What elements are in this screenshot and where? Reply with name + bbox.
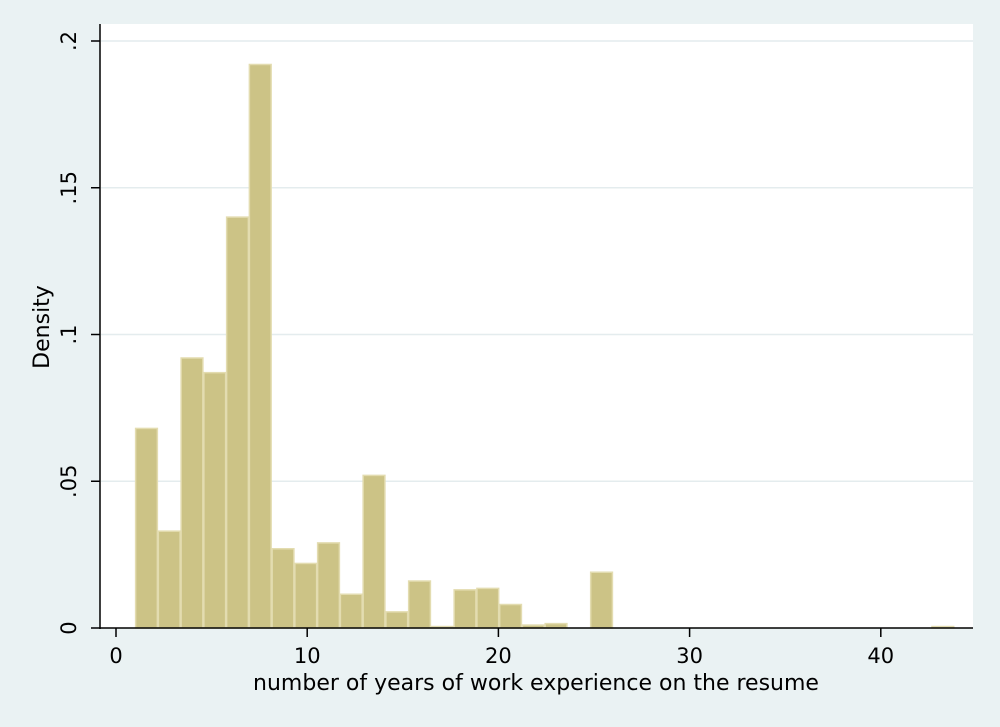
x-tick-label-1: 10 bbox=[294, 644, 321, 668]
histogram-bars bbox=[134, 63, 955, 629]
histogram-bar-8 bbox=[316, 542, 341, 629]
histogram-bar-15 bbox=[476, 587, 500, 629]
y-tick-label-4: .2 bbox=[57, 31, 81, 51]
histogram-bar-2 bbox=[180, 357, 204, 629]
y-tick-label-2: .1 bbox=[57, 324, 81, 344]
histogram-bar-10 bbox=[362, 474, 386, 629]
y-axis-ticks: 0 .05 .1 .15 .2 bbox=[57, 31, 100, 635]
x-tick-label-3: 30 bbox=[676, 644, 703, 668]
y-axis-title: Density bbox=[30, 285, 55, 369]
histogram-bar-0 bbox=[134, 427, 159, 629]
histogram-bar-4 bbox=[225, 216, 250, 629]
histogram-bar-5 bbox=[248, 63, 272, 629]
histogram-bar-3 bbox=[203, 371, 227, 629]
x-tick-label-0: 0 bbox=[109, 644, 122, 668]
histogram-bar-1 bbox=[157, 530, 181, 629]
histogram-bar-14 bbox=[453, 589, 477, 629]
x-axis-title: number of years of work experience on th… bbox=[253, 671, 819, 696]
histogram-bar-12 bbox=[407, 580, 432, 629]
histogram-bar-20 bbox=[589, 571, 614, 629]
y-tick-label-3: .15 bbox=[57, 171, 81, 204]
histogram-bar-7 bbox=[294, 562, 318, 629]
axes bbox=[99, 24, 973, 629]
y-tick-label-0: 0 bbox=[57, 621, 81, 634]
x-axis-ticks: 0 10 20 30 40 bbox=[109, 628, 894, 668]
histogram-bar-6 bbox=[271, 548, 295, 629]
histogram-bar-11 bbox=[385, 611, 409, 629]
x-tick-label-2: 20 bbox=[485, 644, 512, 668]
y-tick-label-1: .05 bbox=[57, 465, 81, 498]
histogram-bar-9 bbox=[339, 593, 363, 629]
histogram-bar-16 bbox=[498, 603, 523, 629]
x-tick-label-4: 40 bbox=[867, 644, 894, 668]
